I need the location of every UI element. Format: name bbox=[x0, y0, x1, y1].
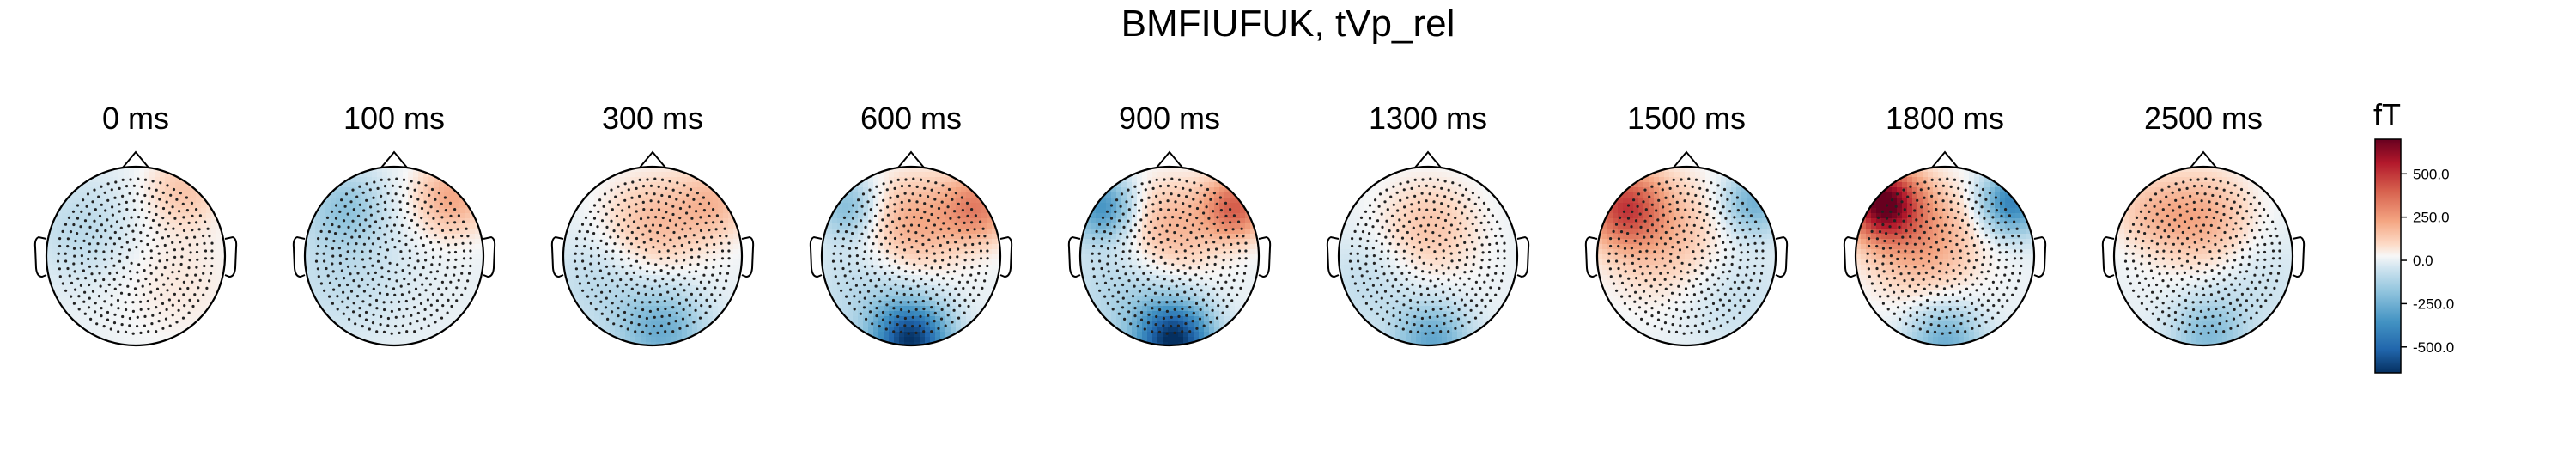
colorbar: fT 500.0 250.0 0.0 -250.0 -500.0 bbox=[2373, 97, 2454, 374]
nose-outline bbox=[380, 150, 408, 168]
sensor-dots bbox=[1090, 177, 1248, 335]
topomap-time-label: 900 ms bbox=[1119, 101, 1220, 136]
colorbar-tick-label: 0.0 bbox=[2413, 253, 2433, 269]
topomap-row: 0 ms 100 ms 300 ms 600 ms 900 ms 1300 ms 1500 … bbox=[33, 101, 2306, 347]
nose-outline bbox=[1414, 150, 1442, 168]
head-outline bbox=[820, 165, 1002, 347]
left-ear-outline bbox=[1584, 235, 1598, 278]
nose-outline bbox=[2190, 150, 2217, 168]
sensor-dots bbox=[1865, 177, 2023, 335]
topomap-time-label: 600 ms bbox=[860, 101, 962, 136]
topomap-300ms: 300 ms bbox=[550, 101, 755, 347]
sensor-dots bbox=[1607, 177, 1765, 335]
topomap-time-label: 2500 ms bbox=[2144, 101, 2263, 136]
left-ear-outline bbox=[1843, 235, 1856, 278]
colorbar-tick-label: 250.0 bbox=[2413, 210, 2450, 226]
sensor-dots bbox=[2123, 177, 2281, 335]
colorbar-gradient bbox=[2374, 138, 2402, 374]
left-ear-outline bbox=[550, 235, 564, 278]
right-ear-outline bbox=[1775, 235, 1789, 278]
topomap-field bbox=[305, 167, 483, 345]
topomap-2500ms: 2500 ms bbox=[2101, 101, 2306, 347]
nose-outline bbox=[897, 150, 925, 168]
head-outline bbox=[1595, 165, 1777, 347]
right-ear-outline bbox=[483, 235, 496, 278]
head-outline bbox=[45, 165, 227, 347]
right-ear-outline bbox=[1516, 235, 1530, 278]
topomap-time-label: 0 ms bbox=[102, 101, 169, 136]
nose-outline bbox=[1673, 150, 1700, 168]
colorbar-tick-label: -250.0 bbox=[2413, 296, 2454, 312]
topomap-field bbox=[563, 167, 742, 345]
head-outline bbox=[1854, 165, 2036, 347]
nose-outline bbox=[122, 150, 149, 168]
left-ear-outline bbox=[292, 235, 306, 278]
colorbar-tick-label: -500.0 bbox=[2413, 339, 2454, 356]
topomap-1500ms: 1500 ms bbox=[1584, 101, 1789, 347]
left-ear-outline bbox=[809, 235, 823, 278]
right-ear-outline bbox=[224, 235, 238, 278]
topomap-time-label: 1300 ms bbox=[1369, 101, 1487, 136]
nose-outline bbox=[1931, 150, 1959, 168]
topomap-0ms: 0 ms bbox=[33, 101, 238, 347]
head-outline bbox=[562, 165, 744, 347]
figure-title: BMFIUFUK, tVp_rel bbox=[1121, 3, 1455, 45]
head-outline bbox=[2112, 165, 2294, 347]
left-ear-outline bbox=[1067, 235, 1081, 278]
colorbar-unit-label: fT bbox=[2373, 97, 2401, 132]
sensor-dots bbox=[573, 177, 731, 335]
topomap-time-label: 100 ms bbox=[343, 101, 445, 136]
right-ear-outline bbox=[1258, 235, 1272, 278]
topomap-field bbox=[1597, 167, 1776, 345]
sensor-dots bbox=[831, 177, 989, 335]
topomap-1800ms: 1800 ms bbox=[1843, 101, 2047, 347]
topomap-100ms: 100 ms bbox=[292, 101, 496, 347]
right-ear-outline bbox=[2033, 235, 2047, 278]
topomap-field bbox=[822, 167, 1000, 345]
left-ear-outline bbox=[2101, 235, 2115, 278]
head-outline bbox=[1078, 165, 1261, 347]
topomap-time-label: 1500 ms bbox=[1627, 101, 1746, 136]
right-ear-outline bbox=[999, 235, 1013, 278]
topomap-1300ms: 1300 ms bbox=[1326, 101, 1530, 347]
sensor-dots bbox=[1348, 177, 1506, 335]
colorbar-tick-label: 500.0 bbox=[2413, 166, 2450, 182]
left-ear-outline bbox=[33, 235, 47, 278]
left-ear-outline bbox=[1326, 235, 1340, 278]
sensor-dots bbox=[314, 177, 472, 335]
nose-outline bbox=[639, 150, 666, 168]
sensor-dots bbox=[56, 177, 214, 335]
right-ear-outline bbox=[741, 235, 755, 278]
topomap-time-label: 300 ms bbox=[602, 101, 703, 136]
right-ear-outline bbox=[2292, 235, 2306, 278]
head-outline bbox=[303, 165, 485, 347]
topomap-900ms: 900 ms bbox=[1067, 101, 1272, 347]
nose-outline bbox=[1156, 150, 1183, 168]
topomap-time-label: 1800 ms bbox=[1886, 101, 2004, 136]
head-outline bbox=[1337, 165, 1519, 347]
topomap-600ms: 600 ms bbox=[809, 101, 1013, 347]
